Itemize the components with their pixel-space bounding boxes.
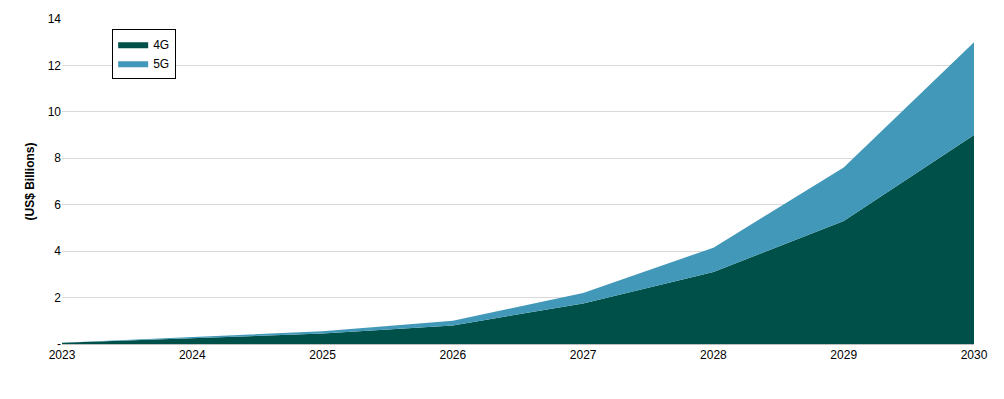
svg-text:4G: 4G xyxy=(153,38,169,52)
svg-text:2027: 2027 xyxy=(570,348,597,362)
svg-text:8: 8 xyxy=(54,151,61,165)
svg-text:2: 2 xyxy=(54,291,61,305)
svg-text:12: 12 xyxy=(48,59,62,73)
svg-text:6: 6 xyxy=(54,198,61,212)
svg-text:2029: 2029 xyxy=(830,348,857,362)
svg-text:2023: 2023 xyxy=(49,348,76,362)
svg-text:2030: 2030 xyxy=(961,348,988,362)
svg-text:4: 4 xyxy=(54,244,61,258)
svg-text:2026: 2026 xyxy=(440,348,467,362)
svg-text:14: 14 xyxy=(48,12,62,26)
svg-text:5G: 5G xyxy=(153,57,169,71)
svg-text:2024: 2024 xyxy=(179,348,206,362)
svg-text:2025: 2025 xyxy=(309,348,336,362)
svg-text:-: - xyxy=(57,337,61,351)
svg-text:10: 10 xyxy=(48,105,62,119)
svg-text:(US$ Billions): (US$ Billions) xyxy=(23,142,37,220)
svg-text:2028: 2028 xyxy=(700,348,727,362)
